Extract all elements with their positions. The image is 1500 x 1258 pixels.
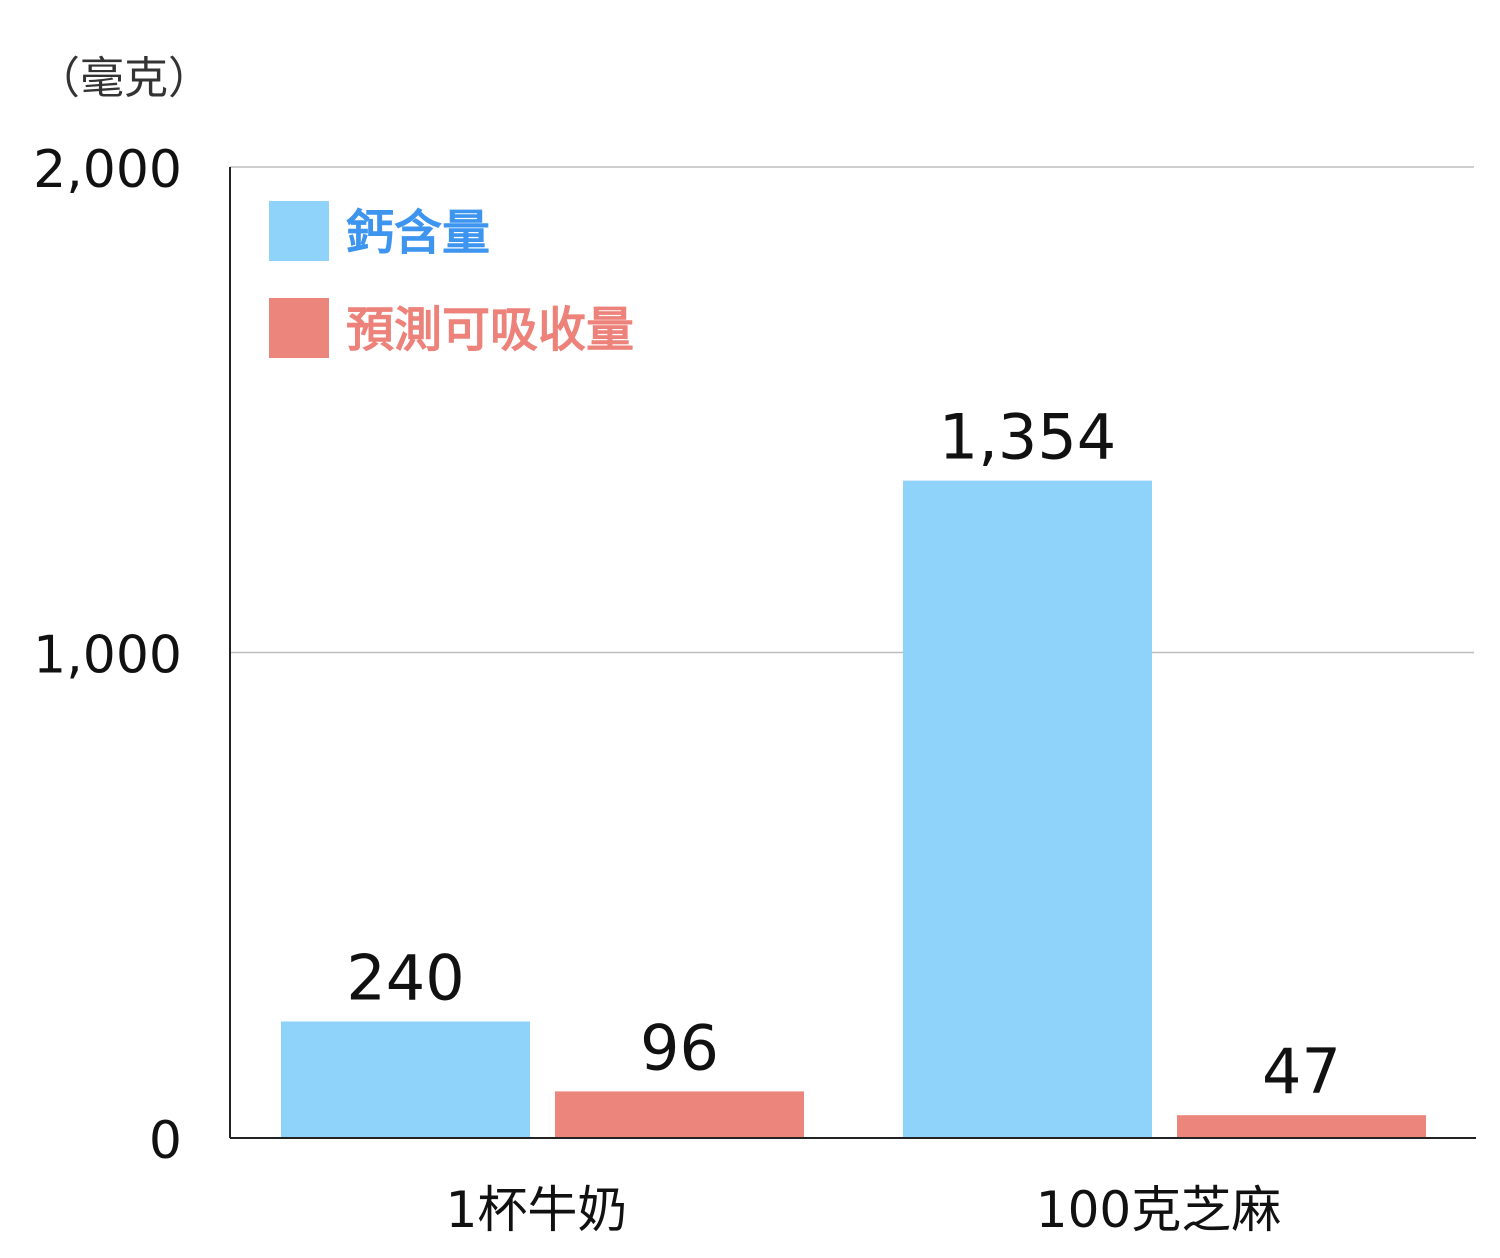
bar	[903, 480, 1152, 1138]
bar	[1177, 1115, 1426, 1138]
x-tick-label: 1杯牛奶	[446, 1181, 628, 1239]
legend-swatch	[269, 201, 329, 261]
y-tick-label: 1,000	[33, 626, 182, 686]
data-label: 1,354	[939, 401, 1117, 474]
data-label: 47	[1262, 1035, 1341, 1108]
legend-label: 預測可吸收量	[346, 302, 634, 358]
legend-label: 鈣含量	[346, 205, 490, 261]
bar	[555, 1091, 804, 1138]
y-tick-label: 2,000	[33, 140, 182, 200]
bar	[281, 1021, 530, 1138]
legend-swatch	[269, 298, 329, 358]
x-tick-label: 100克芝麻	[1036, 1181, 1281, 1239]
y-tick-label: 0	[149, 1111, 182, 1171]
data-label: 96	[640, 1011, 719, 1084]
data-label: 240	[346, 941, 464, 1014]
y-axis-unit-label: （毫克）	[36, 53, 212, 104]
